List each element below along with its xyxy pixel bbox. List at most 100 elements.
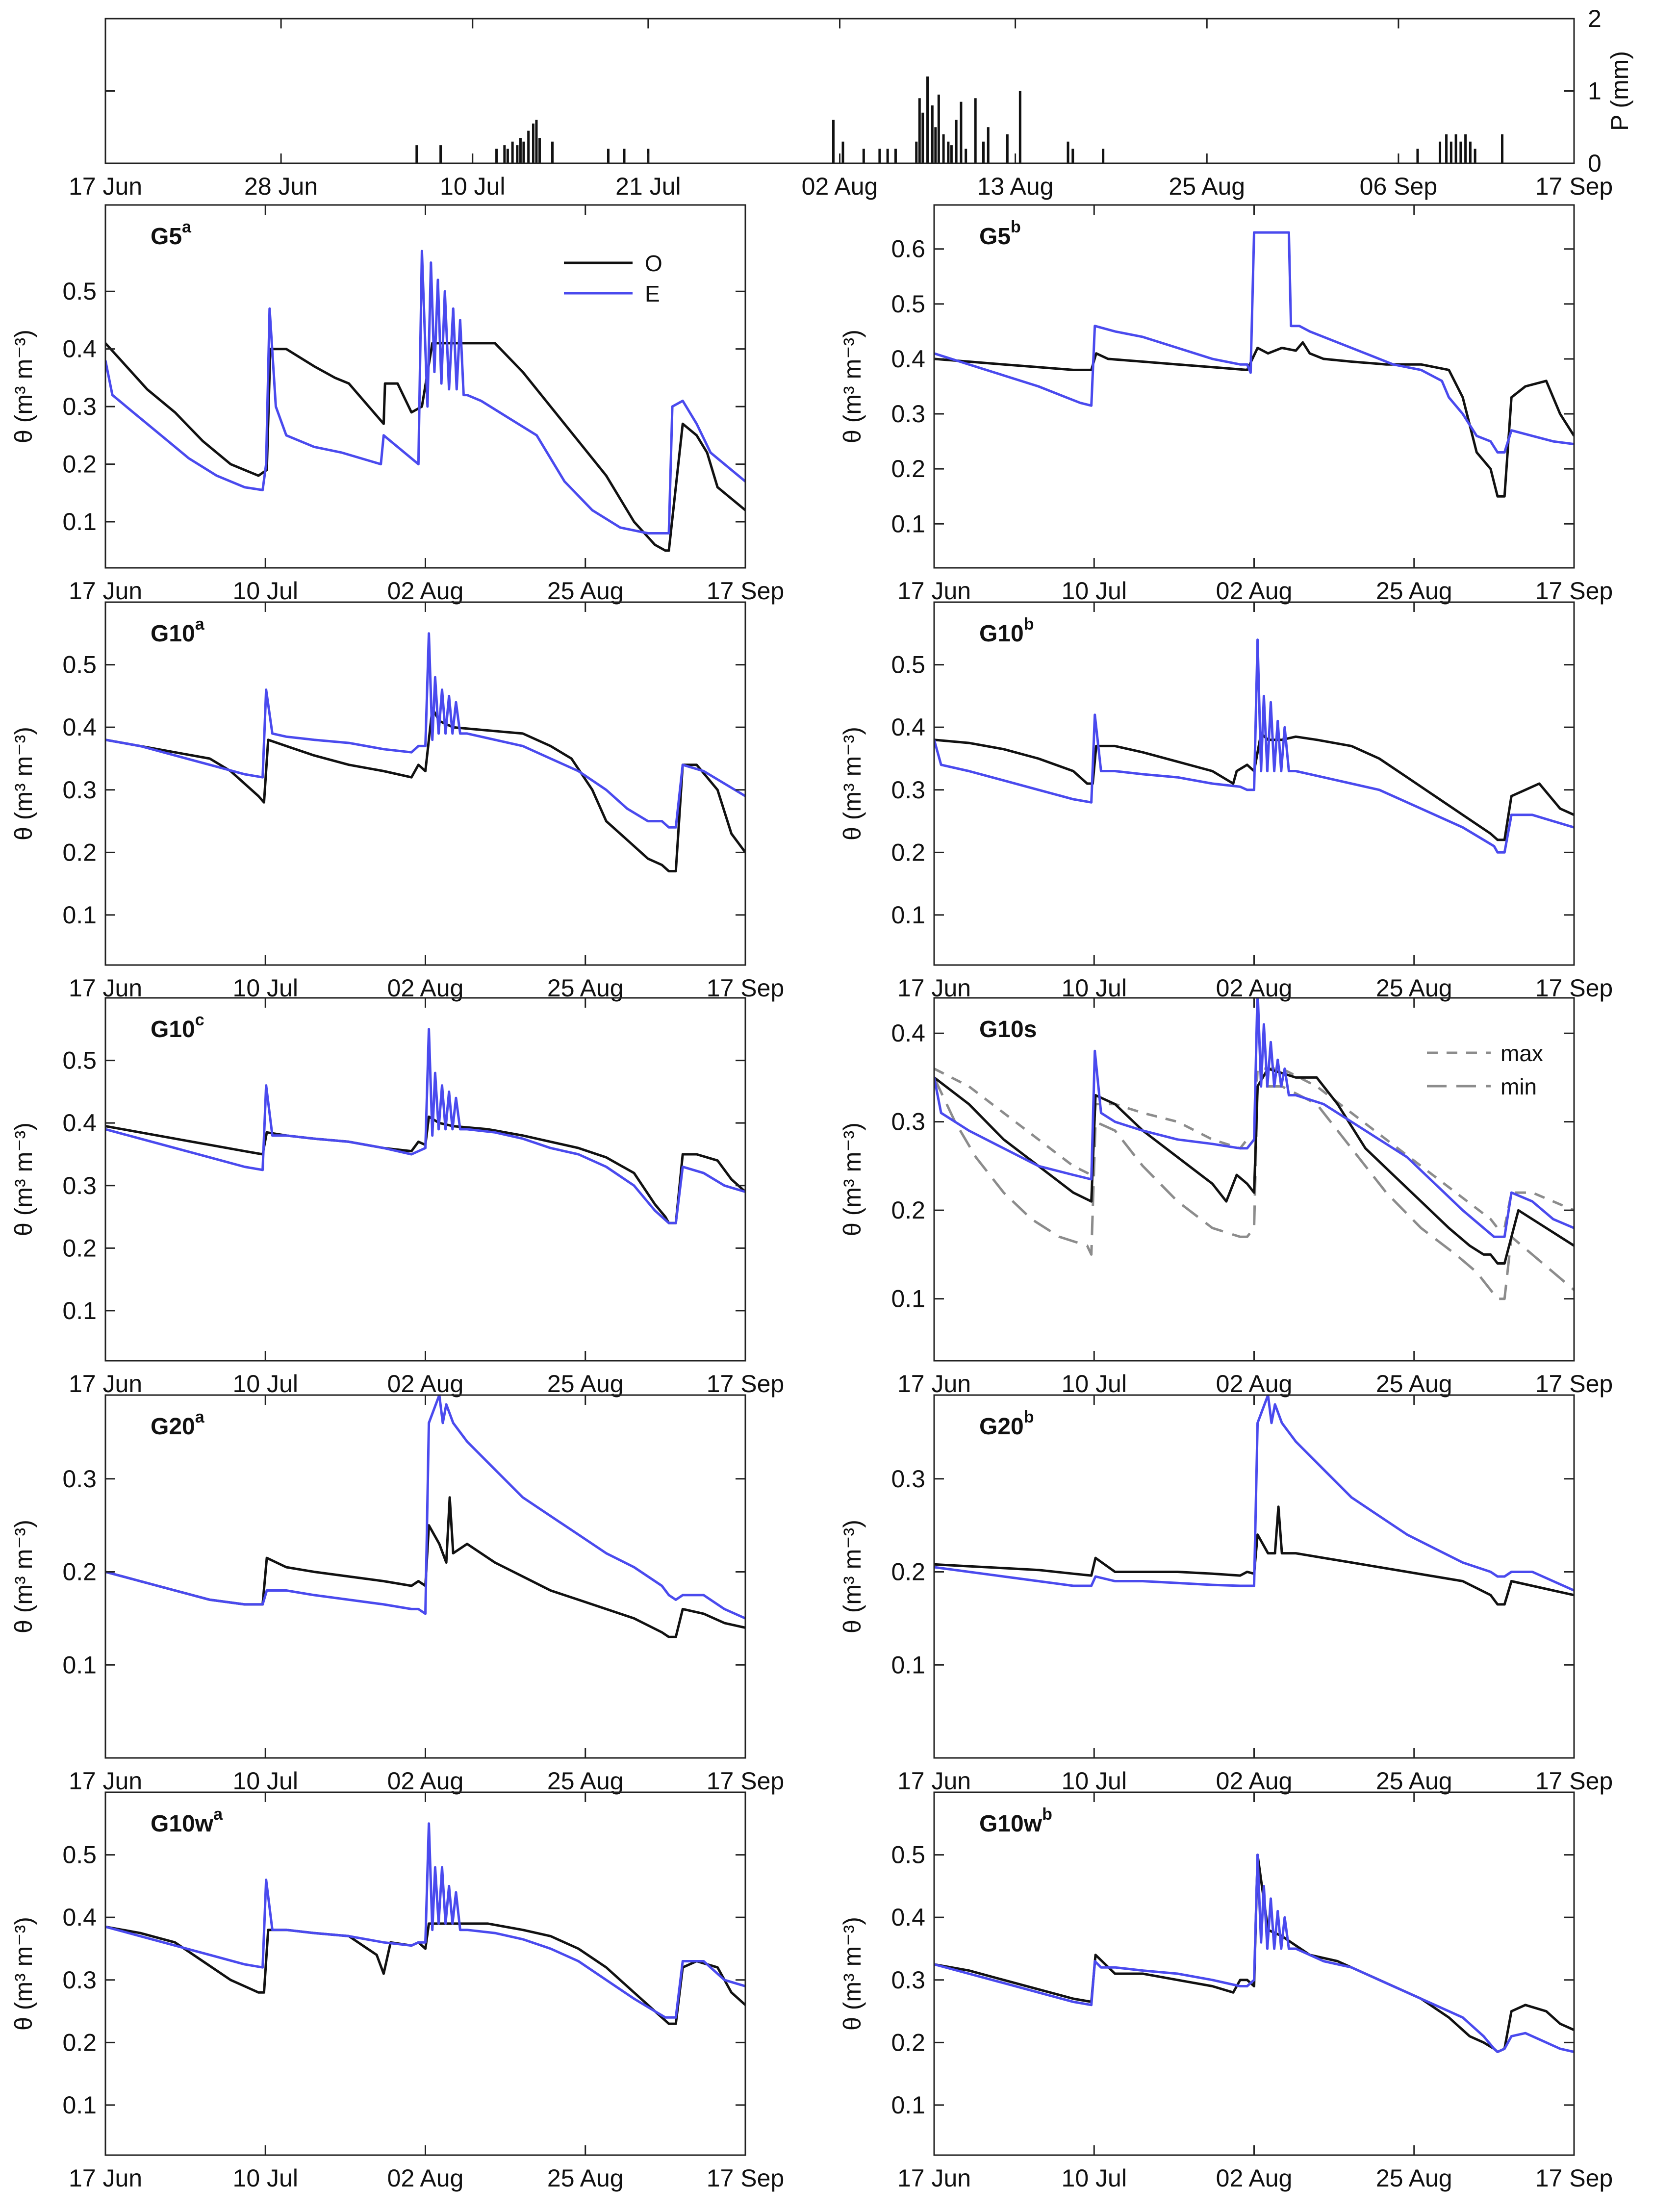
G20a-xtick-label: 02 Aug <box>387 1767 464 1795</box>
legend-label-E: E <box>645 281 660 306</box>
G20b-series-O <box>934 1505 1574 1606</box>
G10s-series-O <box>934 1067 1574 1265</box>
G10wa-xtick-label: 25 Aug <box>547 2164 624 2192</box>
legend-label-min: min <box>1500 1074 1537 1099</box>
G10s-series-max <box>934 1067 1574 1229</box>
G5b-xtick-label: 17 Sep <box>1535 577 1613 605</box>
precip-xtick-label: 13 Aug <box>977 173 1054 200</box>
G5a-xtick-label: 17 Sep <box>707 577 784 605</box>
G5a-series-E <box>105 250 745 534</box>
precip-xtick-label: 21 Jul <box>615 173 681 200</box>
G5a-panel-label-sup: a <box>182 218 192 236</box>
G5a-ytick-label: 0.3 <box>62 393 97 420</box>
panel-G5b: 17 Jun 10 Jul 02 Aug 25 Aug 17 Sep 0.1 0.2 0.3 0… <box>839 204 1613 605</box>
G5a-panel-label: G5a <box>151 218 192 250</box>
G10wb-panel-label-sup: b <box>1042 1805 1052 1824</box>
G20a-series-group <box>105 1395 745 1638</box>
precip-xtick-label: 25 Aug <box>1169 173 1245 200</box>
precip-xtick-label: 02 Aug <box>802 173 878 200</box>
G10wa-panel-label-sup: a <box>213 1805 223 1824</box>
G10wa-xtick-label: 10 Jul <box>233 2164 298 2192</box>
G20b-panel-label: G20b <box>979 1408 1034 1440</box>
G20a-panel-label: G20a <box>151 1408 205 1440</box>
G10c-xtick-label: 25 Aug <box>547 1370 624 1398</box>
G10b-series-E <box>934 638 1574 854</box>
G10s-ytick-label: 0.1 <box>891 1285 925 1313</box>
G10a-panel-label: G10a <box>151 615 205 647</box>
G20a-ylabel: θ (m³ m⁻³) <box>10 1520 37 1633</box>
panel-G5a: 17 Jun 10 Jul 02 Aug 25 Aug 17 Sep 0.1 0.2 0.3 0… <box>10 204 784 605</box>
G10c-ytick-label: 0.3 <box>62 1172 97 1199</box>
G10wb-ytick-label: 0.1 <box>891 2091 925 2119</box>
G5a-series-group <box>105 250 745 552</box>
G10b-ylabel: θ (m³ m⁻³) <box>839 727 866 840</box>
panel-G10a: 17 Jun 10 Jul 02 Aug 25 Aug 17 Sep0.10.20.30… <box>10 601 784 1002</box>
panel-G10wb: 17 Jun 10 Jul 02 Aug 25 Aug 17 Sep 0.1 0.2 0.3 0… <box>839 1791 1613 2192</box>
G10wa-frame <box>104 1791 746 2156</box>
G10s-xtick-label: 17 Jun <box>897 1370 971 1398</box>
G5b-ytick-label: 0.4 <box>891 345 925 373</box>
G5a-ytick-label: 0.1 <box>62 508 97 535</box>
G5a-xtick-label: 02 Aug <box>387 577 464 605</box>
precip-xtick-label: 10 Jul <box>440 173 505 200</box>
G20a-series-E <box>105 1395 745 1620</box>
G10s-ytick-label: 0.3 <box>891 1108 925 1136</box>
G10a-ytick-label: 0.3 <box>62 776 97 804</box>
G10wb-xtick-label: 25 Aug <box>1376 2164 1452 2192</box>
G10s-ytick-label: 0.4 <box>891 1019 925 1047</box>
G5b-ytick-label: 0.5 <box>891 290 925 318</box>
G10wa-ytick-label: 0.5 <box>62 1841 97 1869</box>
G5a-ytick-label: 0.5 <box>62 278 97 305</box>
G10s-ytick-label: 0.2 <box>891 1196 925 1224</box>
G10a-ytick-label: 0.1 <box>62 901 97 929</box>
G10wa-xtick-label: 17 Jun <box>69 2164 142 2192</box>
precip-xtick-label: 17 Jun <box>69 173 142 200</box>
G10c-frame <box>104 997 746 1362</box>
G10s-xtick-label: 17 Sep <box>1535 1370 1613 1398</box>
G10wa-xtick-label: 02 Aug <box>387 2164 464 2192</box>
G10wb-panel-label: G10wb <box>979 1805 1052 1837</box>
G10a-ytick-label: 0.4 <box>62 713 97 741</box>
legend-label-max: max <box>1500 1041 1543 1066</box>
G10wb-ytick-label: 0.2 <box>891 2029 925 2056</box>
G10wb-ylabel: θ (m³ m⁻³) <box>839 1917 866 2031</box>
G5b-xtick-label: 10 Jul <box>1062 577 1127 605</box>
G10wa-panel-label: G10wa <box>151 1805 223 1837</box>
G20b-ytick-label: 0.2 <box>891 1558 925 1586</box>
G10c-ylabel: θ (m³ m⁻³) <box>10 1122 37 1236</box>
G5a-ylabel: θ (m³ m⁻³) <box>10 330 37 443</box>
G20b-series-group <box>934 1395 1574 1606</box>
G5b-xtick-label: 02 Aug <box>1216 577 1293 605</box>
G10b-ytick-label: 0.3 <box>891 776 925 804</box>
G5b-series-group <box>934 231 1574 498</box>
G10wb-ytick-label: 0.5 <box>891 1841 925 1869</box>
G20a-xtick-label: 25 Aug <box>547 1767 624 1795</box>
G5b-panel-label: G5b <box>979 218 1021 250</box>
G5a-xtick-label: 25 Aug <box>547 577 624 605</box>
G5a-xtick-label: 17 Jun <box>69 577 142 605</box>
G10c-ytick-label: 0.5 <box>62 1047 97 1074</box>
G10a-ytick-label: 0.5 <box>62 651 97 679</box>
G10c-xtick-label: 10 Jul <box>233 1370 298 1398</box>
panel-G20a: 17 Jun 10 Jul 02 Aug 25 Aug 17 Sep 0.1 0.2 0.3 θ… <box>10 1394 784 1795</box>
G10wa-series-E <box>105 1822 745 2019</box>
G10b-ytick-label: 0.1 <box>891 901 925 929</box>
G20b-panel-label-sup: b <box>1024 1408 1034 1426</box>
G10wa-xtick-label: 17 Sep <box>707 2164 784 2192</box>
G20b-ytick-label: 0.3 <box>891 1465 925 1493</box>
G10c-ytick-label: 0.2 <box>62 1234 97 1262</box>
G10c-xtick-label: 17 Sep <box>707 1370 784 1398</box>
G5b-series-E <box>934 231 1574 454</box>
G10wa-ytick-label: 0.2 <box>62 2029 97 2056</box>
G10s-xtick-label: 25 Aug <box>1376 1370 1452 1398</box>
G10b-ytick-label: 0.5 <box>891 651 925 679</box>
G10wa-ytick-label: 0.4 <box>62 1904 97 1931</box>
G10s-xtick-label: 02 Aug <box>1216 1370 1293 1398</box>
legend-label-O: O <box>645 251 662 276</box>
G10s-xtick-label: 10 Jul <box>1062 1370 1127 1398</box>
precip-xtick-label: 06 Sep <box>1360 173 1437 200</box>
G10a-ytick-label: 0.2 <box>62 839 97 866</box>
G10wa-ytick-label: 0.1 <box>62 2091 97 2119</box>
G20a-panel-label-sup: a <box>195 1408 205 1426</box>
